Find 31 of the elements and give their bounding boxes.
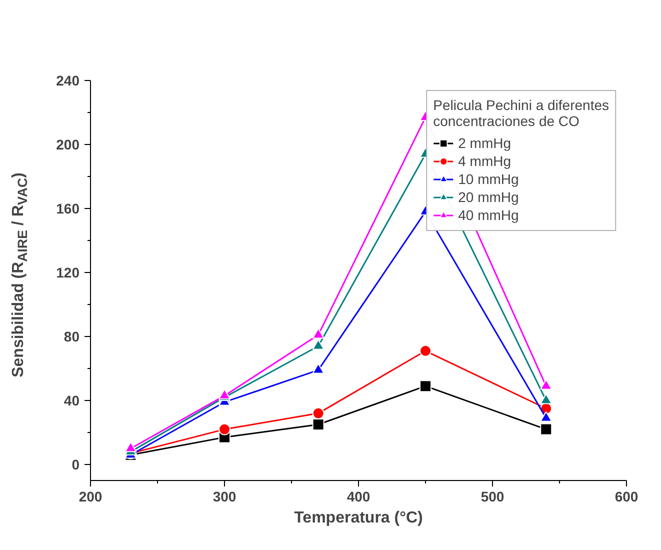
point [312, 328, 324, 339]
point [312, 407, 324, 420]
legend-label: 40 mmHg [458, 206, 519, 224]
point [540, 423, 552, 436]
point [218, 423, 230, 436]
y-tick-label: 40 [64, 392, 80, 408]
x-tick-label: 400 [346, 488, 370, 504]
y-tick-label: 200 [56, 136, 80, 152]
point [540, 394, 552, 404]
y-tick-label: 160 [56, 200, 80, 216]
point [124, 442, 137, 452]
legend-label: 20 mmHg [458, 188, 519, 206]
point [420, 380, 432, 392]
x-axis-title: Temperatura (°C) [294, 510, 423, 526]
y-tick-label: 0 [72, 456, 80, 472]
point [420, 344, 432, 357]
y-tick-label: 80 [64, 328, 80, 344]
point [312, 363, 324, 374]
y-tick-label: 120 [56, 264, 80, 280]
legend-label: 4 mmHg [458, 152, 512, 170]
legend-title: Pelicula Pechini a diferentes concentraciones de CO [433, 97, 609, 129]
x-tick-label: 600 [614, 488, 638, 504]
point [312, 418, 324, 430]
legend-label: 2 mmHg [458, 134, 512, 152]
point [540, 411, 552, 422]
y-tick-label: 240 [56, 72, 80, 88]
x-tick-label: 500 [480, 488, 504, 504]
x-tick-label: 300 [212, 488, 236, 504]
legend-label: 10 mmHg [458, 170, 519, 188]
point [312, 339, 324, 350]
x-tick-label: 200 [78, 488, 102, 504]
